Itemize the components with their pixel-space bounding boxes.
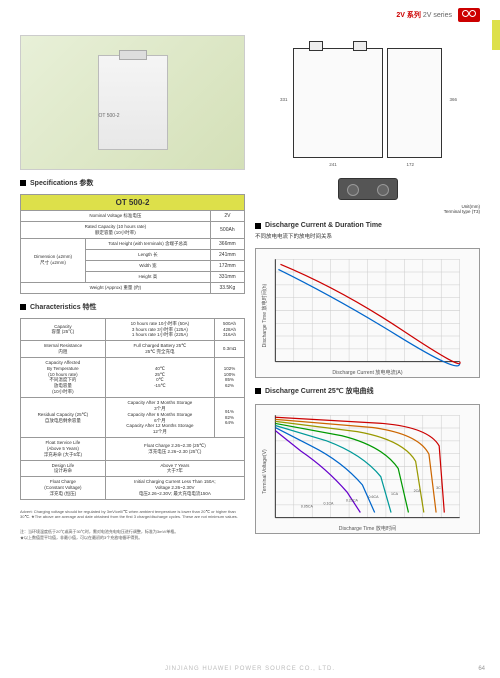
series-label: 2V 系列 2V series: [396, 10, 452, 20]
specs-table: OT 500-2 Nominal Voltage 标准电压2V Rated Ca…: [20, 194, 245, 294]
svg-text:0.6CA: 0.6CA: [369, 495, 380, 499]
page-number: 64: [478, 666, 485, 672]
edge-tab: [492, 20, 500, 50]
model-cell: OT 500-2: [21, 195, 245, 211]
svg-text:Terminal Voltage(V): Terminal Voltage(V): [262, 449, 268, 494]
footer-company: JINJIANG HUAWEI POWER SOURCE CO., LTD.: [0, 666, 500, 672]
char-heading: Characteristics 特性: [20, 302, 245, 312]
svg-text:0.25CA: 0.25CA: [346, 498, 359, 502]
chart2-heading: Discharge Current 25℃ 放电曲线: [255, 386, 480, 396]
discharge-duration-chart: Discharge Current 放电电流(A) Discharge Time …: [255, 248, 480, 378]
brand-logo: [458, 8, 480, 22]
note-cn: 注：当环境温度低于20℃或高于30℃时，需对电池充电电压进行调整，标准为3mV/…: [20, 529, 245, 540]
svg-text:1CA: 1CA: [391, 492, 399, 496]
svg-text:3C: 3C: [436, 486, 441, 490]
svg-text:Discharge Current 放电电流(A): Discharge Current 放电电流(A): [332, 369, 402, 376]
unit-note: Unit(mm)Terminal type (T3): [255, 204, 480, 214]
advert-note: Advert: Charging voltage should be regul…: [20, 509, 245, 520]
svg-text:Discharge Time 放电时间: Discharge Time 放电时间: [339, 525, 396, 532]
svg-text:Discharge Time 放电时间(h): Discharge Time 放电时间(h): [261, 283, 268, 347]
discharge-25c-chart: Discharge Time 放电时间 Terminal Voltage(V) 0.…: [255, 404, 480, 534]
specs-heading: Specifications 参数: [20, 178, 245, 188]
svg-text:0.05CA: 0.05CA: [301, 504, 314, 508]
svg-text:2CA: 2CA: [414, 489, 422, 493]
product-image: OT 500-2: [20, 35, 245, 170]
chart1-subtitle: 不同放电电流下的放电时间关系: [255, 232, 480, 240]
dimension-drawings: 241 331 172 366: [255, 35, 480, 170]
chart1-heading: Discharge Current & Duration Time: [255, 222, 480, 229]
svg-text:0.1CA: 0.1CA: [323, 501, 334, 505]
characteristics-table: Capacity 容量 (25℃)10 hours rate 10小时率 (50…: [20, 318, 245, 500]
